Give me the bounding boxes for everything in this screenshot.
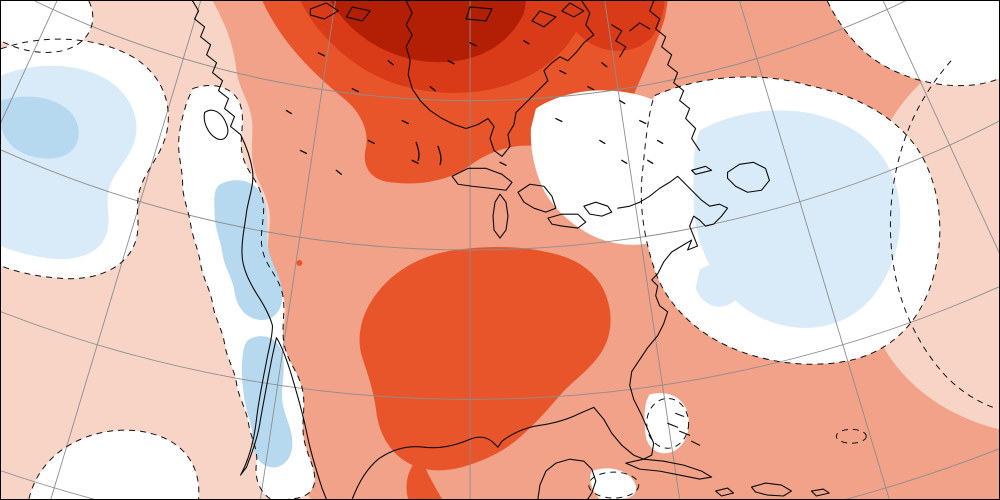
coastline-jamaica: [715, 487, 735, 497]
meridian-5: [604, 1, 681, 499]
warm-spot-inner: [296, 259, 303, 266]
coastline-hudson-bay-west: [405, 1, 595, 157]
dashed-contour-west-strip: [178, 85, 316, 499]
meridian-2: [50, 1, 202, 499]
coastline-lake-ontario: [583, 201, 613, 217]
coastline-arctic-island-2: [345, 6, 371, 22]
coastline-bahamas-marks: [667, 412, 701, 446]
dashed-contour-yucatan-channel: [588, 471, 640, 499]
meridian-3: [260, 1, 336, 499]
coastline-puerto-rico: [810, 488, 830, 497]
neutral-bahamas-patch: [644, 392, 689, 454]
dashed-contour-bahamas-spot: [646, 397, 690, 449]
coastline-arctic-island-5: [561, 2, 585, 18]
coastline-vancouver-island: [203, 109, 229, 140]
dashed-contour-top-right: [826, 1, 999, 87]
coastline-arctic-island-3: [465, 6, 493, 22]
coastline-lake-erie: [547, 213, 587, 229]
coastline-labrador: [649, 1, 701, 151]
neutral-bottom-left-band: [28, 430, 199, 499]
coastline-lake-superior: [451, 167, 513, 191]
coastline-ungava: [611, 24, 627, 58]
coastline-hispaniola: [750, 482, 792, 497]
coastline-lake-michigan: [492, 193, 509, 239]
coastline-anticosti: [691, 165, 713, 175]
weak-cool-atlantic-sw-lobe: [695, 263, 741, 307]
meridian-6: [739, 1, 890, 499]
moderate-cool-pacific-core: [1, 96, 79, 159]
terrain-lake-specks: [285, 40, 664, 175]
strong-warm-central-us: [359, 246, 611, 471]
coastline-east-coast: [593, 175, 729, 460]
strong-warm-texas-tongue: [406, 461, 443, 499]
coastline-hudson-strait: [629, 22, 651, 32]
extreme-warm-core: [330, 1, 526, 63]
dashed-contour-top-left: [1, 1, 94, 53]
coastline-arctic-island-4: [531, 10, 557, 28]
coastline-arctic-island-1: [309, 2, 339, 20]
coastline-layer: [192, 1, 830, 499]
coastline-gulf-coast: [351, 406, 595, 499]
coastline-yucatan: [537, 458, 597, 499]
coastline-cuba: [625, 458, 713, 480]
coastline-lake-huron: [517, 183, 557, 213]
dashed-contour-bottom-left: [28, 429, 200, 499]
dashed-contour-right-edge: [889, 60, 994, 408]
dashed-contour-caribbean-spot: [835, 428, 867, 444]
very-strong-warm-arctic-east: [559, 1, 665, 51]
neutral-yucatan-channel-patch: [590, 468, 637, 499]
neutral-top-right-corner: [827, 1, 999, 86]
coastline-newfoundland: [726, 161, 771, 193]
extreme-warm-arctic-core: [330, 1, 526, 63]
coastline-west-coast: [192, 1, 327, 499]
dashed-contour-pacific: [1, 38, 169, 280]
weak-cool-atlantic: [693, 110, 901, 328]
moderate-cool-great-basin: [214, 180, 283, 320]
